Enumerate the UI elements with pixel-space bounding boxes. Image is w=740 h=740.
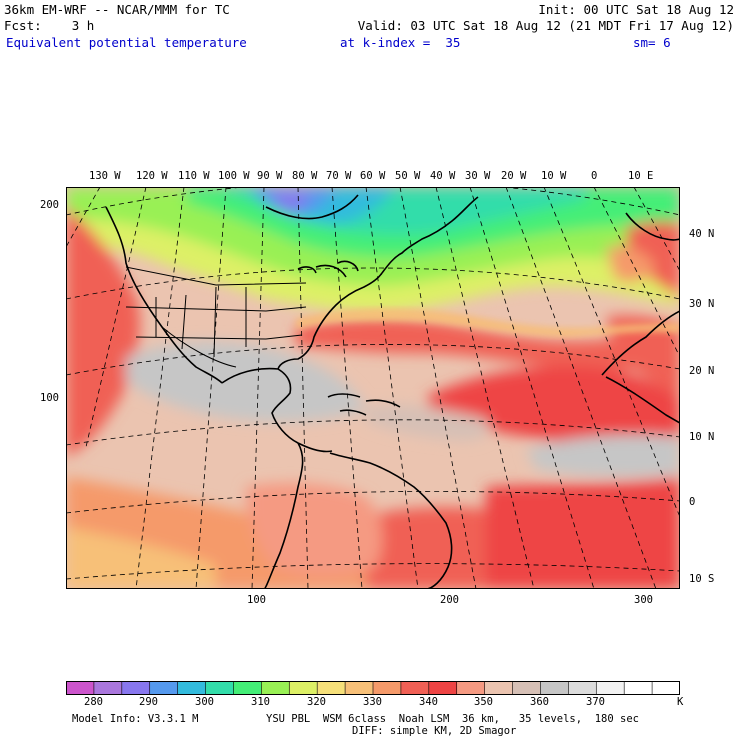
colorbar (66, 681, 680, 695)
colorbar-swatch (624, 681, 653, 695)
lon-label: 50 W (395, 170, 421, 182)
vertical-level: at k-index = 35 (340, 35, 461, 50)
theta-e-field (66, 187, 680, 589)
colorbar-swatch (261, 681, 290, 695)
diffusion-info: DIFF: simple KM, 2D Smagor (352, 725, 517, 737)
colorbar-tick-label: 360 (530, 696, 549, 708)
transition-band (296, 308, 680, 337)
lon-label: 70 W (326, 170, 352, 182)
colorbar-swatch (652, 681, 680, 695)
lat-label: 10 S (689, 573, 715, 585)
grid-y-label: 100 (40, 392, 59, 404)
colorbar-swatch (121, 681, 151, 695)
colorbar-swatch (317, 681, 346, 695)
forecast-hour: Fcst: 3 h (4, 18, 95, 33)
colorbar-tick-label: 300 (195, 696, 214, 708)
colorbar-swatch (540, 681, 569, 695)
colorbar-tick-label: 290 (139, 696, 158, 708)
colorbar-swatch (93, 681, 123, 695)
grid-y-label: 200 (40, 199, 59, 211)
map-frame (66, 187, 680, 589)
colorbar-swatch (149, 681, 179, 695)
lon-label: 20 W (501, 170, 527, 182)
lat-label: 10 N (689, 431, 715, 443)
colorbar-tick-label: 310 (251, 696, 270, 708)
colorbar-swatch (400, 681, 430, 695)
lon-label: 10 W (541, 170, 567, 182)
colorbar-frame (66, 681, 680, 695)
lon-label: 120 W (136, 170, 168, 182)
colorbar-swatch (66, 681, 95, 695)
colorbar-swatch (205, 681, 234, 695)
grid-x-label: 200 (440, 594, 459, 606)
grid-x-label: 300 (634, 594, 653, 606)
colorbar-tick-label: 350 (474, 696, 493, 708)
lon-label: 30 W (465, 170, 491, 182)
colorbar-swatch (289, 681, 318, 695)
lon-label: 40 W (430, 170, 456, 182)
colorbar-swatch (177, 681, 207, 695)
lon-label: 110 W (178, 170, 210, 182)
model-info: Model Info: V3.3.1 M (72, 713, 199, 725)
colorbar-swatch (373, 681, 402, 695)
colorbar-swatch (428, 681, 458, 695)
lon-label: 80 W (292, 170, 318, 182)
grid-x-label: 100 (247, 594, 266, 606)
lat-label: 40 N (689, 228, 715, 240)
colorbar-swatch (345, 681, 374, 695)
colorbar-swatch (484, 681, 514, 695)
colorbar-swatch (596, 681, 625, 695)
init-time: Init: 00 UTC Sat 18 Aug 12 (538, 2, 734, 17)
model-title: 36km EM-WRF -- NCAR/MMM for TC (4, 2, 230, 17)
lon-label: 60 W (360, 170, 386, 182)
colorbar-tick-label: 340 (419, 696, 438, 708)
lon-label: 130 W (89, 170, 121, 182)
colorbar-swatch (512, 681, 541, 695)
smoothing-value: sm= 6 (633, 35, 671, 50)
colorbar-swatch (233, 681, 262, 695)
lat-label: 20 N (689, 365, 715, 377)
colorbar-swatch (568, 681, 597, 695)
political-borders (125, 266, 307, 368)
field-name: Equivalent potential temperature (6, 35, 247, 50)
lon-label: 100 W (218, 170, 250, 182)
graticule (66, 187, 680, 589)
lat-label: 30 N (689, 298, 715, 310)
lat-label: 0 (689, 496, 696, 508)
colorbar-unit: K (677, 696, 684, 708)
colorbar-tick-label: 320 (307, 696, 326, 708)
lon-label: 0 (591, 170, 598, 182)
colorbar-tick-label: 330 (363, 696, 382, 708)
theta-e-map (66, 187, 680, 589)
colorbar-tick-label: 280 (84, 696, 103, 708)
physics-info: YSU PBL WSM 6class Noah LSM 36 km, 35 le… (266, 713, 639, 725)
colorbar-swatch (456, 681, 486, 695)
coastlines (105, 194, 680, 589)
valid-time: Valid: 03 UTC Sat 18 Aug 12 (21 MDT Fri … (357, 18, 734, 33)
lon-label: 90 W (257, 170, 283, 182)
colorbar-tick-label: 370 (586, 696, 605, 708)
lon-label: 10 E (628, 170, 654, 182)
